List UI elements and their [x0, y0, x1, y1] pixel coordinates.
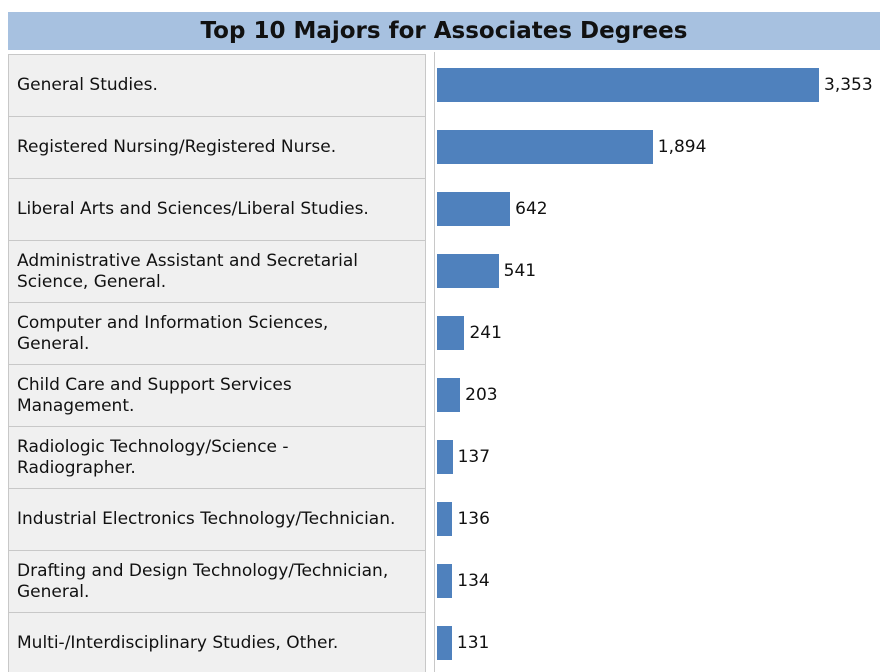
category-label: Registered Nursing/Registered Nurse. — [8, 116, 426, 179]
bar — [437, 254, 499, 288]
bar — [437, 68, 819, 102]
category-label: Drafting and Design Technology/Technicia… — [8, 550, 426, 613]
bar — [437, 316, 465, 350]
value-label: 136 — [457, 509, 490, 529]
value-label: 203 — [465, 385, 498, 405]
bar — [437, 378, 461, 412]
value-label: 137 — [457, 447, 491, 467]
category-label: Liberal Arts and Sciences/Liberal Studie… — [8, 178, 426, 241]
category-label: Computer and Information Sciences, Gener… — [8, 302, 426, 365]
column-divider — [434, 52, 435, 672]
bar — [437, 130, 653, 164]
value-label: 1,894 — [657, 137, 707, 157]
bar — [437, 626, 452, 660]
bar — [437, 502, 453, 536]
value-label: 241 — [469, 323, 502, 343]
category-label: Administrative Assistant and Secretarial… — [8, 240, 426, 303]
category-label: Multi-/Interdisciplinary Studies, Other. — [8, 612, 426, 672]
value-label: 642 — [515, 199, 548, 219]
bar — [437, 192, 511, 226]
category-label: Child Care and Support Services Manageme… — [8, 364, 426, 427]
value-label: 541 — [503, 261, 537, 281]
category-label: Industrial Electronics Technology/Techni… — [8, 488, 426, 551]
value-label: 134 — [457, 571, 490, 591]
bar — [437, 564, 453, 598]
value-label: 131 — [456, 633, 490, 653]
category-label: General Studies. — [8, 54, 426, 117]
category-label: Radiologic Technology/Science - Radiogra… — [8, 426, 426, 489]
value-label: 3,353 — [824, 75, 873, 95]
bar — [437, 440, 453, 474]
chart-title: Top 10 Majors for Associates Degrees — [8, 12, 880, 50]
